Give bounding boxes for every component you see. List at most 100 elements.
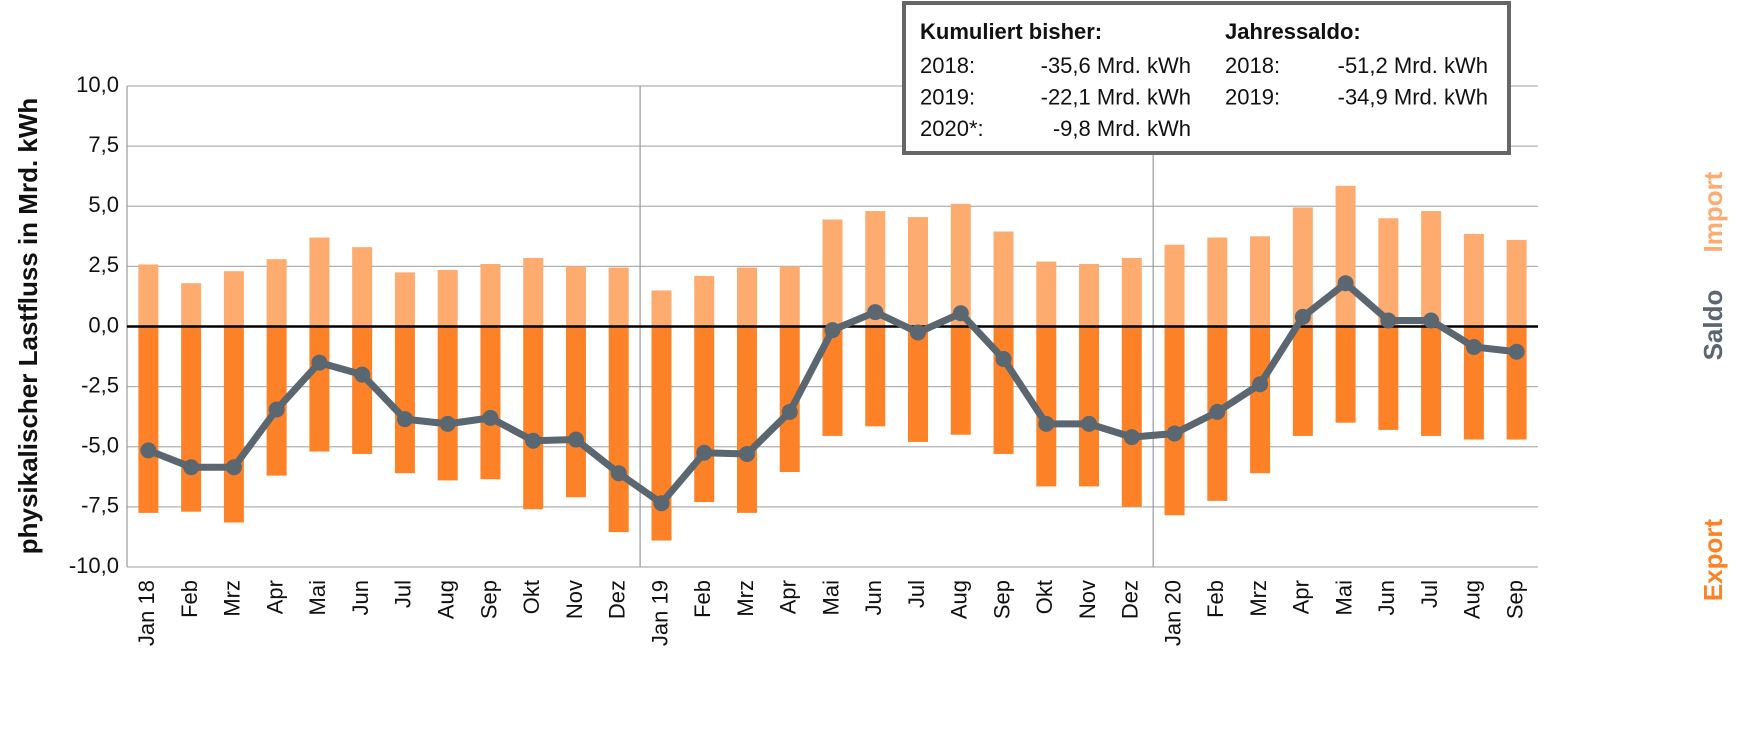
bar bbox=[822, 219, 843, 327]
bar bbox=[1121, 326, 1142, 507]
bar bbox=[993, 231, 1014, 327]
info-year: 2019: bbox=[1225, 84, 1280, 109]
info-value: -51,2 Mrd. kWh bbox=[1338, 53, 1488, 78]
line-point bbox=[653, 495, 670, 512]
bar bbox=[480, 326, 501, 480]
bar bbox=[993, 326, 1014, 454]
grid: 10,0 7,5 5,0 2,5 0,0 -2,5 -5,0 -7,5 -10,0 Jan 18 F… bbox=[69, 72, 1538, 646]
line-point bbox=[1465, 338, 1482, 355]
bar bbox=[223, 326, 244, 523]
x-tick-label: Mai bbox=[305, 580, 330, 615]
x-tick-label: Dez bbox=[605, 580, 630, 619]
bar bbox=[651, 290, 672, 327]
x-tick-label: Jun bbox=[1374, 580, 1399, 615]
y-tick-label: 0,0 bbox=[88, 312, 119, 337]
bar bbox=[394, 272, 415, 327]
x-tick-label: Jul bbox=[391, 580, 416, 608]
bar bbox=[352, 247, 373, 327]
bar bbox=[1164, 326, 1185, 516]
line-point bbox=[781, 403, 798, 420]
line-point bbox=[1081, 415, 1098, 432]
line-point bbox=[183, 459, 200, 476]
info-year: 2019: bbox=[920, 84, 975, 109]
x-tick-label: Jan 20 bbox=[1160, 580, 1185, 646]
bar bbox=[736, 326, 757, 513]
bar bbox=[908, 326, 929, 442]
x-tick-label: Nov bbox=[562, 580, 587, 619]
bar bbox=[1292, 326, 1313, 436]
bar bbox=[1506, 239, 1527, 327]
bar bbox=[309, 237, 330, 327]
line-point bbox=[140, 442, 157, 459]
bar bbox=[1421, 326, 1442, 436]
x-tick-label: Mrz bbox=[733, 580, 758, 617]
line-point bbox=[738, 445, 755, 462]
bar bbox=[950, 326, 971, 435]
line-point bbox=[1209, 403, 1226, 420]
x-tick-label: Okt bbox=[519, 580, 544, 614]
line-point bbox=[824, 322, 841, 339]
bar bbox=[565, 326, 586, 498]
x-tick-label: Jul bbox=[904, 580, 929, 608]
bar bbox=[694, 275, 715, 327]
line-point bbox=[1508, 343, 1525, 360]
bar bbox=[223, 271, 244, 327]
x-tick-label: Aug bbox=[1460, 580, 1485, 619]
bar bbox=[181, 326, 202, 512]
line-point bbox=[1294, 308, 1311, 325]
info-value: -34,9 Mrd. kWh bbox=[1338, 84, 1488, 109]
bar bbox=[181, 283, 202, 327]
line-point bbox=[482, 409, 499, 426]
x-tick-label: Apr bbox=[776, 580, 801, 614]
bar bbox=[1335, 326, 1356, 423]
y-tick-label: 2,5 bbox=[88, 252, 119, 277]
x-tick-label: Jan 18 bbox=[134, 580, 159, 646]
y-axis-title: physikalischer Lastfluss in Mrd. kWh bbox=[13, 98, 43, 555]
x-tick-label: Aug bbox=[433, 580, 458, 619]
marks bbox=[127, 185, 1538, 541]
line-point bbox=[225, 459, 242, 476]
x-tick-label: Sep bbox=[476, 580, 501, 619]
bar bbox=[1207, 237, 1228, 327]
line-point bbox=[525, 432, 542, 449]
bar bbox=[565, 266, 586, 327]
legend-entry: Export bbox=[1698, 518, 1728, 601]
line-point bbox=[439, 415, 456, 432]
info-value: -35,6 Mrd. kWh bbox=[1041, 53, 1191, 78]
y-tick-label: 5,0 bbox=[88, 192, 119, 217]
x-tick-label: Mai bbox=[1331, 580, 1356, 615]
x-tick-label: Jul bbox=[1417, 580, 1442, 608]
info-value: -22,1 Mrd. kWh bbox=[1041, 84, 1191, 109]
bar bbox=[1506, 326, 1527, 440]
x-tick-label: Sep bbox=[1502, 580, 1527, 619]
y-tick-label: 7,5 bbox=[88, 132, 119, 157]
y-tick-label: -10,0 bbox=[69, 553, 119, 578]
bar bbox=[822, 326, 843, 436]
bar bbox=[480, 263, 501, 327]
legend-entry: Import bbox=[1698, 171, 1728, 252]
info-year: 2018: bbox=[920, 53, 975, 78]
line-point bbox=[952, 305, 969, 322]
x-tick-label: Jun bbox=[861, 580, 886, 615]
bar bbox=[523, 326, 544, 510]
bar bbox=[651, 326, 672, 541]
line-point bbox=[567, 431, 584, 448]
line-point bbox=[1166, 425, 1183, 442]
bar bbox=[1335, 185, 1356, 327]
bar bbox=[1121, 257, 1142, 327]
bar bbox=[1036, 261, 1057, 327]
bar bbox=[865, 211, 886, 327]
line-point bbox=[1380, 312, 1397, 329]
x-tick-label: Apr bbox=[1289, 580, 1314, 614]
x-tick-label: Feb bbox=[690, 580, 715, 618]
bar bbox=[138, 264, 159, 327]
x-tick-label: Aug bbox=[947, 580, 972, 619]
bar bbox=[1463, 233, 1484, 327]
bar bbox=[1250, 236, 1271, 327]
line-point bbox=[696, 444, 713, 461]
info-title: Kumuliert bisher: bbox=[920, 19, 1102, 44]
y-tick-label: 10,0 bbox=[76, 72, 119, 97]
line-point bbox=[1123, 429, 1140, 446]
bar bbox=[1463, 326, 1484, 440]
line-point bbox=[610, 465, 627, 482]
